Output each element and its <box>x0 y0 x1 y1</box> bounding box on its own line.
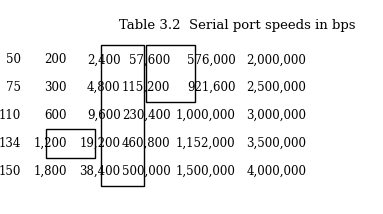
Text: 150: 150 <box>0 165 21 178</box>
Text: 600: 600 <box>44 109 67 122</box>
Text: 2,000,000: 2,000,000 <box>247 54 306 66</box>
Text: 300: 300 <box>44 81 67 94</box>
Text: 19,200: 19,200 <box>80 137 121 150</box>
Text: 50: 50 <box>6 54 21 66</box>
Text: 134: 134 <box>0 137 21 150</box>
Text: 1,152,000: 1,152,000 <box>176 137 236 150</box>
Text: 460,800: 460,800 <box>122 137 170 150</box>
Text: 115,200: 115,200 <box>122 81 170 94</box>
Text: 4,000,000: 4,000,000 <box>246 165 306 178</box>
Text: Table 3.2  Serial port speeds in bps: Table 3.2 Serial port speeds in bps <box>119 19 356 32</box>
Bar <box>101 45 144 186</box>
Text: 1,800: 1,800 <box>34 165 67 178</box>
Bar <box>46 129 95 158</box>
Text: 230,400: 230,400 <box>122 109 170 122</box>
Text: 921,600: 921,600 <box>187 81 236 94</box>
Text: 9,600: 9,600 <box>87 109 121 122</box>
Text: 110: 110 <box>0 109 21 122</box>
Text: 1,500,000: 1,500,000 <box>176 165 236 178</box>
Text: 576,000: 576,000 <box>187 54 236 66</box>
Bar <box>146 45 195 102</box>
Text: 75: 75 <box>6 81 21 94</box>
Text: 200: 200 <box>45 54 67 66</box>
Text: 2,500,000: 2,500,000 <box>247 81 306 94</box>
Text: 3,500,000: 3,500,000 <box>246 137 306 150</box>
Text: 57,600: 57,600 <box>129 54 170 66</box>
Text: 38,400: 38,400 <box>80 165 121 178</box>
Text: 1,000,000: 1,000,000 <box>176 109 236 122</box>
Text: 500,000: 500,000 <box>122 165 170 178</box>
Text: 4,800: 4,800 <box>87 81 121 94</box>
Text: 1,200: 1,200 <box>34 137 67 150</box>
Text: 2,400: 2,400 <box>87 54 121 66</box>
Text: 3,000,000: 3,000,000 <box>246 109 306 122</box>
